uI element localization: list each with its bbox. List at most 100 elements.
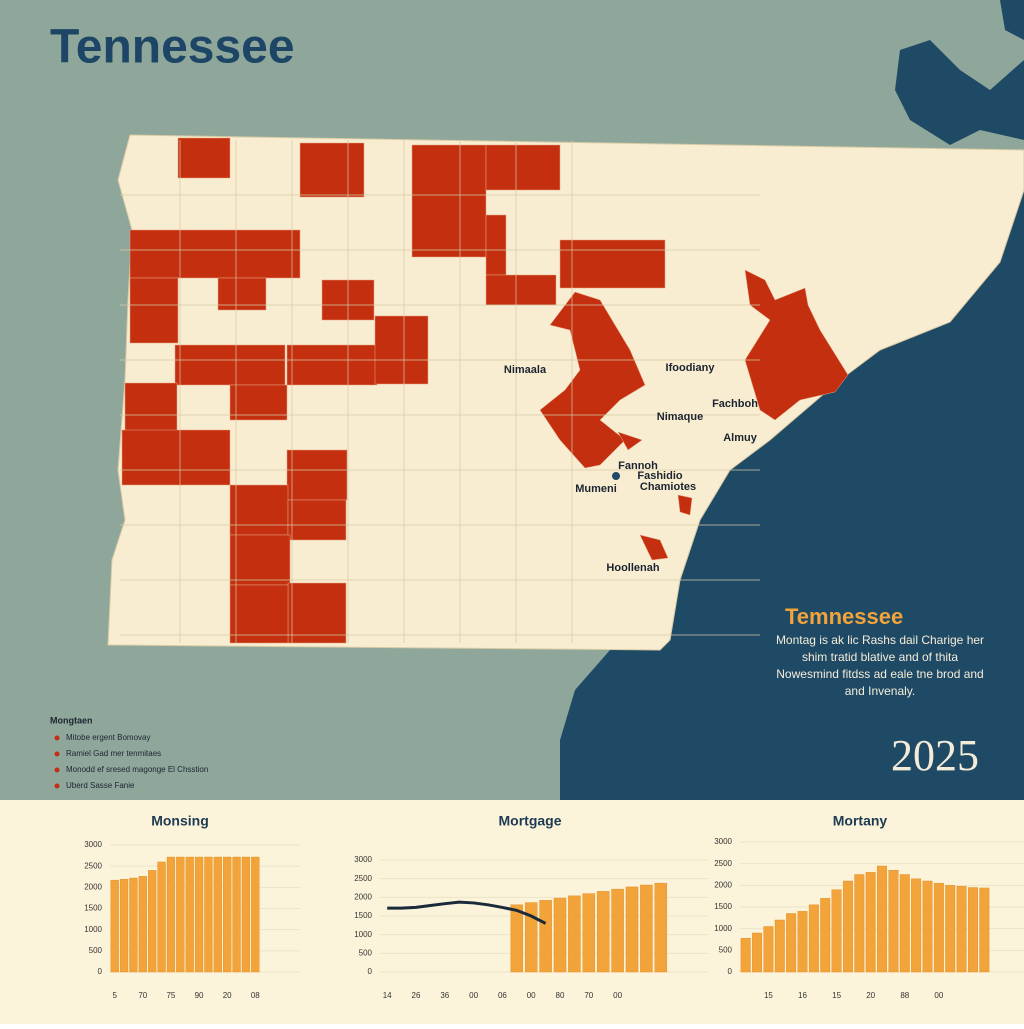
y-tick-label: 1000 — [714, 924, 732, 933]
bar — [967, 887, 978, 973]
bar — [752, 932, 763, 973]
info-box: Montag is ak lic Rashs dail Charige her … — [776, 633, 984, 698]
bar — [110, 879, 119, 973]
x-tick-label: 70 — [138, 991, 147, 1000]
bar — [129, 877, 138, 973]
bar — [865, 872, 876, 973]
counties — [120, 137, 849, 644]
x-tick-label: 26 — [412, 991, 421, 1000]
y-tick-label: 3000 — [84, 840, 102, 849]
x-tick-label: 00 — [469, 991, 478, 1000]
x-tick-label: 08 — [251, 991, 260, 1000]
y-tick-label: 2000 — [84, 882, 102, 891]
county-highlight — [229, 534, 291, 586]
bar — [176, 856, 185, 973]
bar — [740, 938, 751, 973]
bar — [241, 856, 251, 973]
y-tick-label: 0 — [98, 967, 103, 976]
city-label: Mumeni — [575, 483, 617, 495]
bar — [808, 904, 819, 973]
county-highlight — [539, 291, 646, 469]
county-highlight — [129, 277, 179, 344]
bar — [820, 898, 831, 973]
bar — [157, 861, 166, 973]
y-tick-label: 2500 — [84, 861, 102, 870]
bar — [553, 897, 567, 973]
bar — [797, 911, 808, 973]
legend-swatch — [54, 767, 60, 773]
bar — [582, 893, 596, 973]
county-highlight — [124, 382, 178, 432]
bar — [194, 856, 204, 973]
county-highlight — [411, 144, 487, 258]
county-highlight — [287, 582, 347, 644]
y-tick-label: 2500 — [354, 874, 372, 883]
county-highlight — [485, 274, 557, 306]
chart-title: Mortany — [833, 813, 888, 829]
ocean — [560, 190, 1024, 800]
x-tick-label: 00 — [613, 991, 622, 1000]
bar — [213, 856, 222, 973]
county-highlight — [374, 315, 429, 385]
bar — [232, 856, 241, 973]
legend-item: Mitobe ergent Bomovay — [66, 733, 151, 742]
county-highlight — [229, 484, 289, 536]
bar — [854, 874, 865, 973]
map-title: Tennessee — [50, 21, 295, 74]
bar — [911, 878, 922, 973]
bar — [611, 888, 624, 973]
y-tick-label: 1500 — [714, 902, 732, 911]
bar — [786, 913, 797, 973]
bar — [524, 902, 538, 973]
city-label: Almuy — [723, 432, 758, 444]
bar — [539, 900, 552, 973]
bar — [596, 891, 610, 973]
bar — [888, 869, 899, 973]
county-highlight — [229, 384, 288, 421]
city-label: Hoollenah — [606, 562, 659, 574]
bar — [842, 880, 853, 973]
bar — [763, 926, 774, 973]
bar — [945, 885, 956, 973]
y-tick-label: 1000 — [354, 930, 372, 939]
city-label: Fashidio — [637, 470, 683, 482]
x-tick-label: 00 — [527, 991, 536, 1000]
x-tick-label: 00 — [934, 991, 943, 1000]
bar — [185, 856, 194, 973]
y-tick-label: 2000 — [714, 880, 732, 889]
bar — [831, 889, 842, 973]
y-tick-label: 0 — [368, 967, 373, 976]
legend-item: Monodd ef sresed magonge El Chsstion — [66, 765, 208, 774]
x-tick-label: 90 — [195, 991, 204, 1000]
city-label: Nimaque — [657, 411, 703, 423]
bar — [922, 880, 933, 973]
x-tick-label: 36 — [440, 991, 449, 1000]
county-highlight — [677, 494, 693, 516]
y-tick-label: 500 — [719, 945, 733, 954]
legend-item: Uberd Sasse Fanie — [66, 781, 135, 790]
bar — [654, 882, 668, 973]
county-highlight — [174, 344, 286, 386]
y-tick-label: 1500 — [84, 904, 102, 913]
bar — [166, 856, 176, 973]
city-label: Chamiotes — [640, 481, 696, 493]
y-tick-label: 1500 — [354, 911, 372, 920]
chart-title: Mortgage — [499, 813, 562, 829]
chart-title: Monsing — [151, 813, 209, 829]
county-highlight — [121, 429, 231, 486]
bar — [204, 856, 213, 973]
year: 2025 — [891, 731, 979, 780]
y-tick-label: 500 — [89, 946, 103, 955]
bar — [625, 886, 639, 973]
y-tick-label: 2000 — [354, 892, 372, 901]
city-marker — [612, 472, 620, 480]
county-highlight — [287, 499, 347, 541]
bar — [640, 884, 653, 973]
legend-title: Mongtaen — [50, 715, 93, 725]
y-tick-label: 3000 — [714, 837, 732, 846]
bar — [933, 882, 944, 973]
county-highlight — [485, 144, 561, 191]
coast-islands — [895, 0, 1024, 145]
x-tick-label: 15 — [832, 991, 841, 1000]
